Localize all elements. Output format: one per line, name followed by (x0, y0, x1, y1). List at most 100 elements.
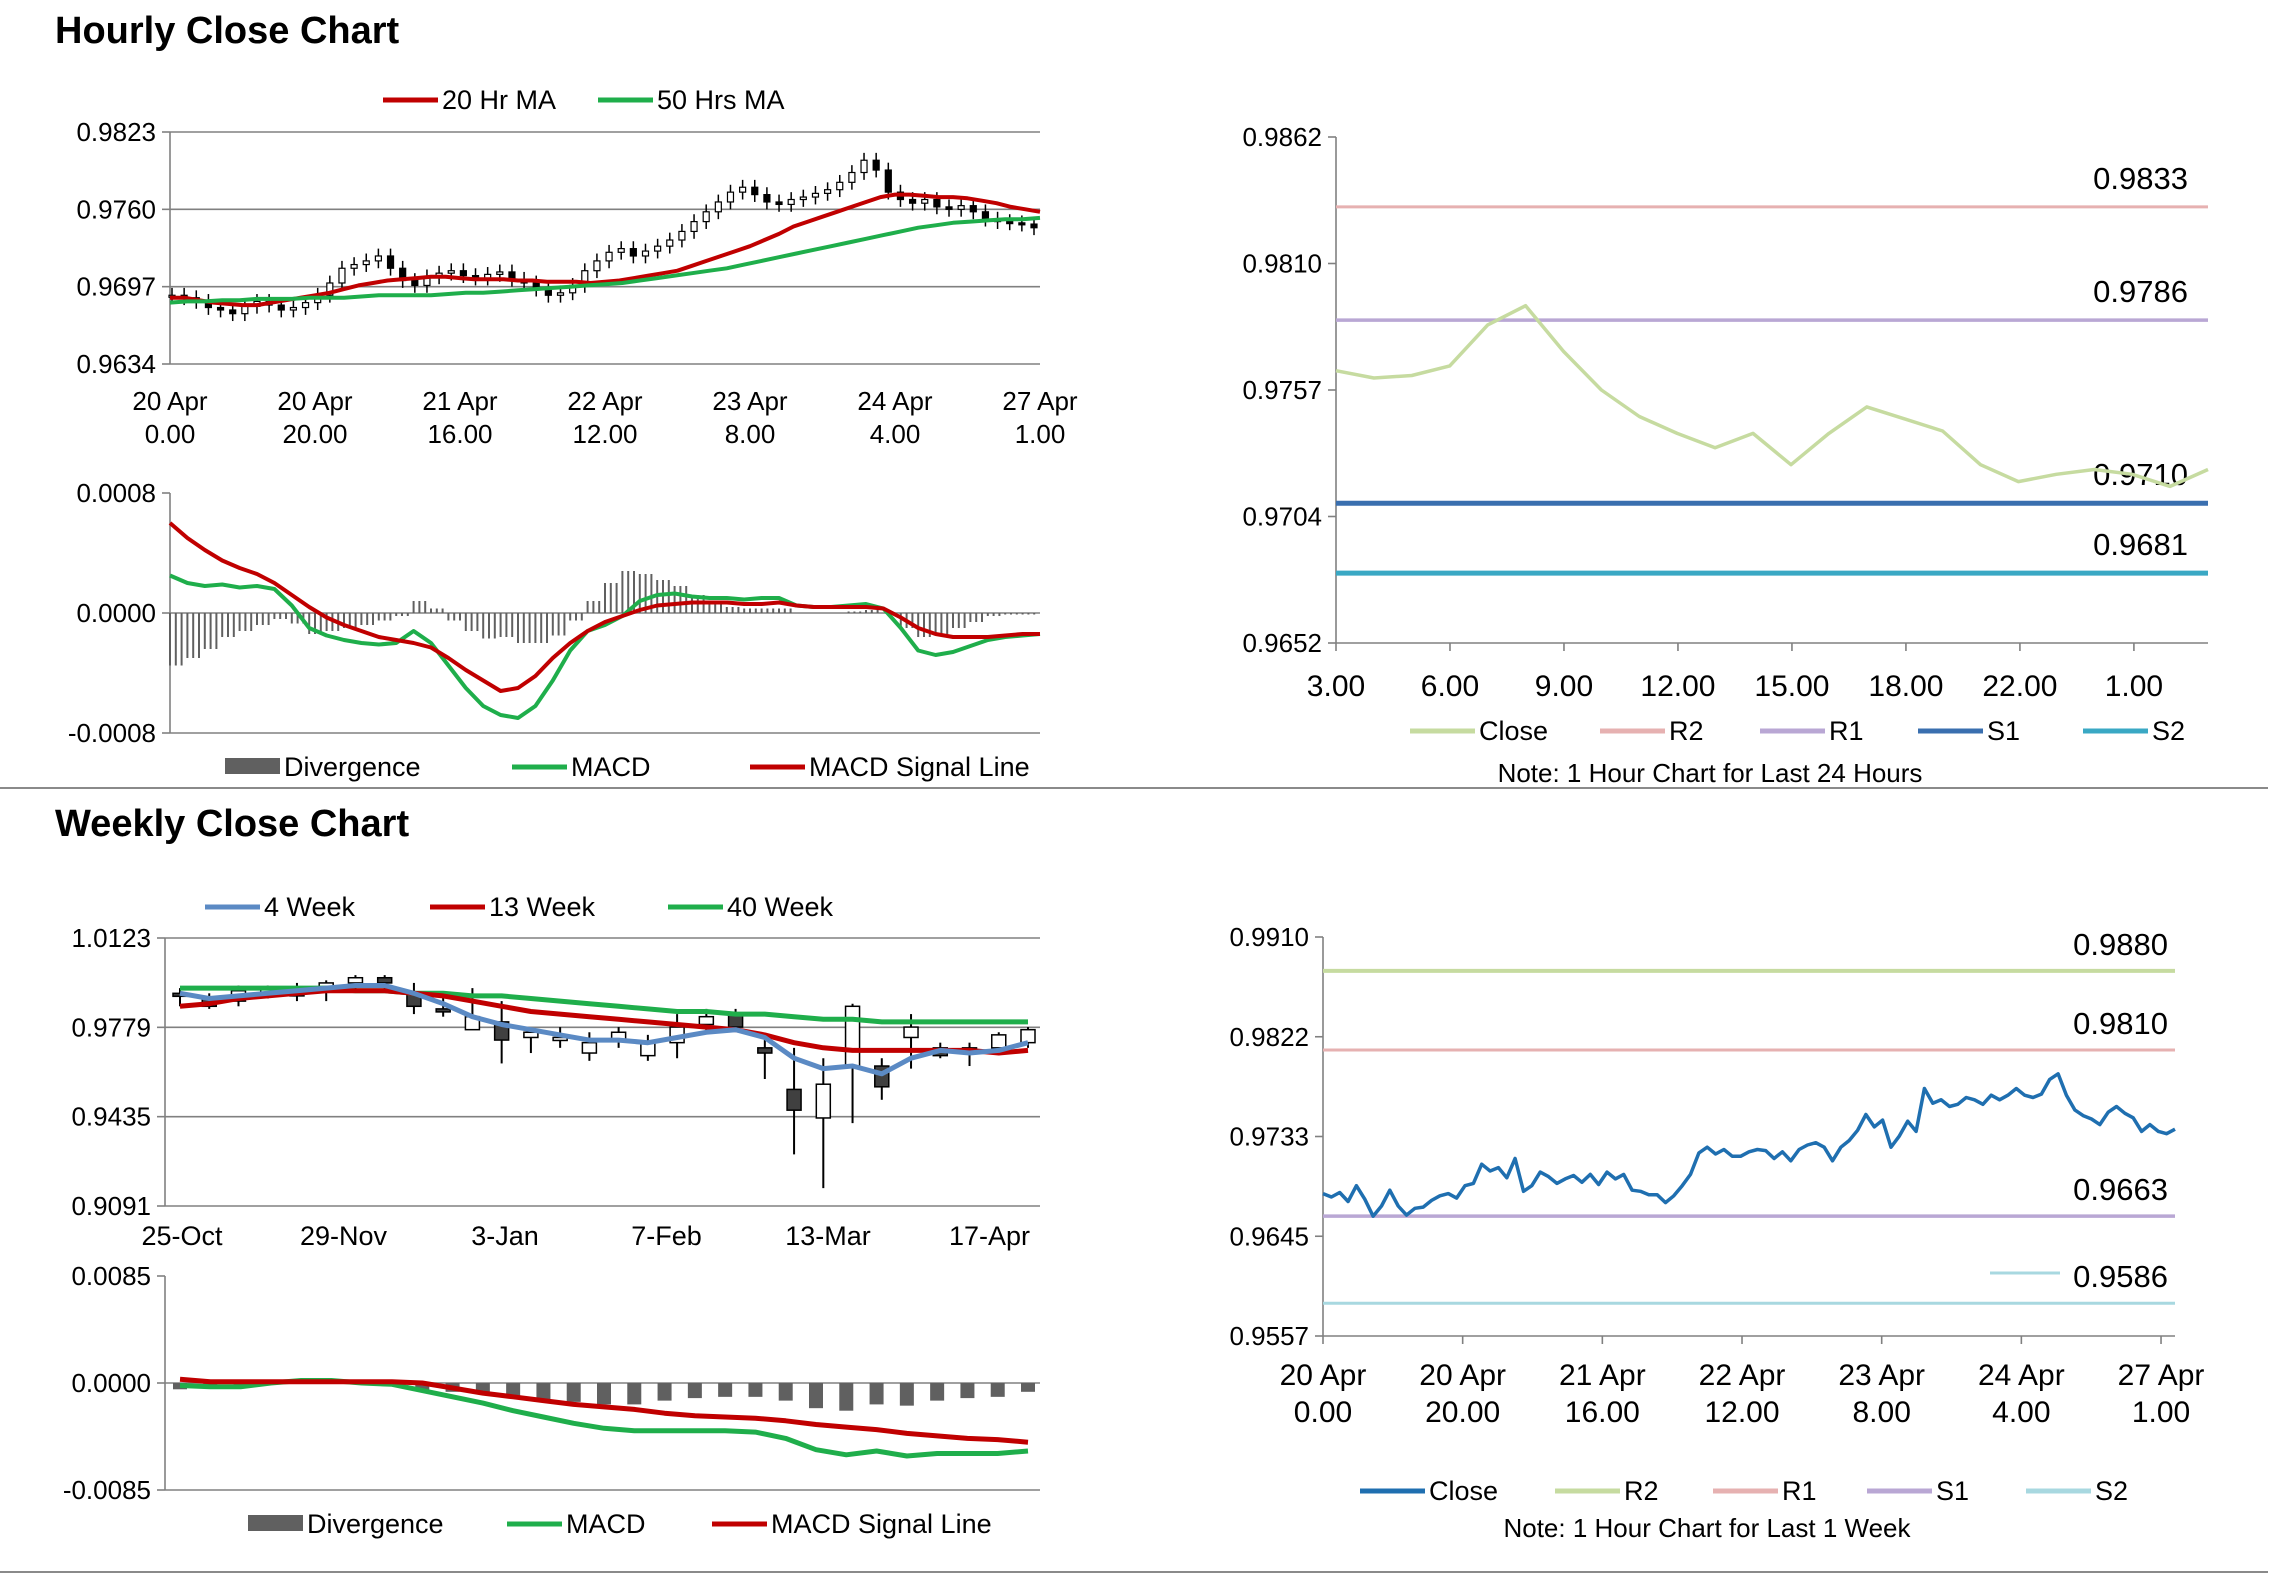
candle-body (824, 189, 832, 194)
ma20-line (170, 192, 1041, 308)
x-tick-label-time: 20.00 (282, 419, 347, 449)
x-tick-label-date: 22 Apr (567, 386, 643, 416)
legend-s2-label: S2 (2095, 1476, 2128, 1506)
candle-body (757, 1047, 773, 1054)
legend-r1-label: R1 (1829, 716, 1864, 746)
level-r2-value: 0.9880 (2073, 927, 2168, 962)
x-tick-label-date: 23 Apr (1838, 1359, 1925, 1392)
weekly-support-resistance-chart: 0.9910 0.9822 0.9733 0.9645 0.9557 20 Apr 0.00… (1229, 922, 2204, 1543)
wk13-line (179, 988, 1029, 1056)
candle-body (347, 976, 364, 984)
y-tick-label: 0.9760 (76, 194, 156, 224)
y-tick-label: -0.0008 (68, 718, 156, 748)
divergence-bar (778, 1383, 793, 1401)
x-tick-label-time: 4.00 (870, 419, 921, 449)
signal-line (168, 521, 1040, 693)
candle-body (338, 267, 346, 284)
candle-body (957, 205, 965, 210)
candle-body (216, 306, 225, 311)
candle-body (617, 248, 625, 253)
candle-body (799, 196, 807, 201)
legend-divergence-label: Divergence (284, 752, 421, 782)
candle-body (981, 211, 990, 220)
divergence-bar (839, 1383, 854, 1411)
candle-body (775, 201, 783, 206)
x-tick-label-time: 8.00 (1852, 1396, 1910, 1429)
candle-body (903, 1026, 919, 1039)
y-tick-label: 0.9652 (1242, 628, 1322, 658)
x-tick-label: 18.00 (1868, 670, 1943, 703)
legend-close-label: Close (1479, 716, 1548, 746)
legend-s1-label: S1 (1936, 1476, 1969, 1506)
x-tick-label: 1.00 (2105, 670, 2163, 703)
level-r1-value: 0.9786 (2093, 274, 2188, 309)
candle-body (726, 191, 735, 203)
candle-body (350, 263, 358, 269)
candle-body (860, 159, 868, 174)
divergence-bar (597, 1383, 611, 1405)
candle-body (241, 305, 249, 315)
x-tick-label-time: 16.00 (427, 419, 492, 449)
candle-body (229, 309, 237, 315)
chart-note: Note: 1 Hour Chart for Last 1 Week (1503, 1513, 1911, 1543)
candle-body (277, 304, 285, 311)
candle-body (326, 282, 334, 296)
divergence-bar (475, 1383, 490, 1394)
x-tick-label: 17-Apr (949, 1221, 1030, 1251)
x-tick-label: 3.00 (1307, 670, 1365, 703)
candle-body (884, 169, 892, 193)
legend-s1-label: S1 (1987, 716, 2020, 746)
candle-body (666, 239, 674, 247)
x-tick-label-date: 23 Apr (712, 386, 788, 416)
x-tick-label-date: 27 Apr (1002, 386, 1078, 416)
x-tick-label-date: 20 Apr (1419, 1359, 1506, 1392)
candle-body (411, 279, 419, 287)
x-tick-label-time: 12.00 (572, 419, 637, 449)
candle-body (523, 1031, 539, 1039)
legend-macd-label: MACD (566, 1509, 646, 1539)
hourly-macd-chart: 0.0008 0.0000 -0.0008 Divergence MACD MACD Si… (68, 478, 1041, 782)
legend-signal-label: MACD Signal Line (771, 1509, 992, 1539)
candle-body (811, 192, 820, 198)
candle-body (1018, 222, 1026, 226)
candle-body (362, 260, 370, 266)
x-tick-label: 12.00 (1640, 670, 1715, 703)
x-tick-label-date: 24 Apr (1978, 1359, 2065, 1392)
divergence-bar (718, 1383, 733, 1397)
y-tick-label: 0.0008 (76, 478, 156, 508)
level-s1-value: 0.9663 (2073, 1172, 2168, 1207)
level-s2-value: 0.9586 (2073, 1259, 2168, 1294)
y-tick-label: 0.9779 (71, 1012, 151, 1042)
candle-body (969, 205, 977, 213)
legend-ma50-label: 50 Hrs MA (657, 85, 785, 115)
divergence-bar (960, 1383, 975, 1399)
candle-body (678, 230, 686, 241)
candle-body (556, 292, 565, 296)
candle-body (1006, 221, 1014, 225)
candle-body (714, 201, 722, 213)
candle-body (787, 198, 795, 206)
signal-line (179, 1376, 1029, 1445)
level-s1-value: 0.9710 (2093, 457, 2188, 492)
candle-body (605, 251, 613, 262)
x-tick-label-date: 22 Apr (1699, 1359, 1786, 1392)
legend-13-week-label: 13 Week (489, 892, 596, 922)
divergence-bar (990, 1383, 1005, 1397)
candle-body (945, 206, 953, 210)
y-tick-label: 0.0000 (71, 1368, 151, 1398)
y-tick-label: 0.9910 (1229, 922, 1309, 952)
candle-body (933, 198, 941, 208)
y-tick-label: 0.9862 (1242, 122, 1322, 152)
weekly-section-title: Weekly Close Chart (55, 803, 410, 845)
legend-r2-label: R2 (1624, 1476, 1659, 1506)
section-divider-bottom (0, 1571, 2268, 1573)
legend-divergence-label: Divergence (307, 1509, 444, 1539)
candle-body (629, 248, 637, 257)
x-tick-label-time: 16.00 (1565, 1396, 1640, 1429)
x-tick-label-time: 0.00 (1294, 1396, 1352, 1429)
candle-body (815, 1083, 832, 1119)
x-tick-label-date: 20 Apr (132, 386, 208, 416)
candle-body (289, 306, 298, 311)
divergence-bar (809, 1383, 823, 1409)
legend-close-label: Close (1429, 1476, 1498, 1506)
